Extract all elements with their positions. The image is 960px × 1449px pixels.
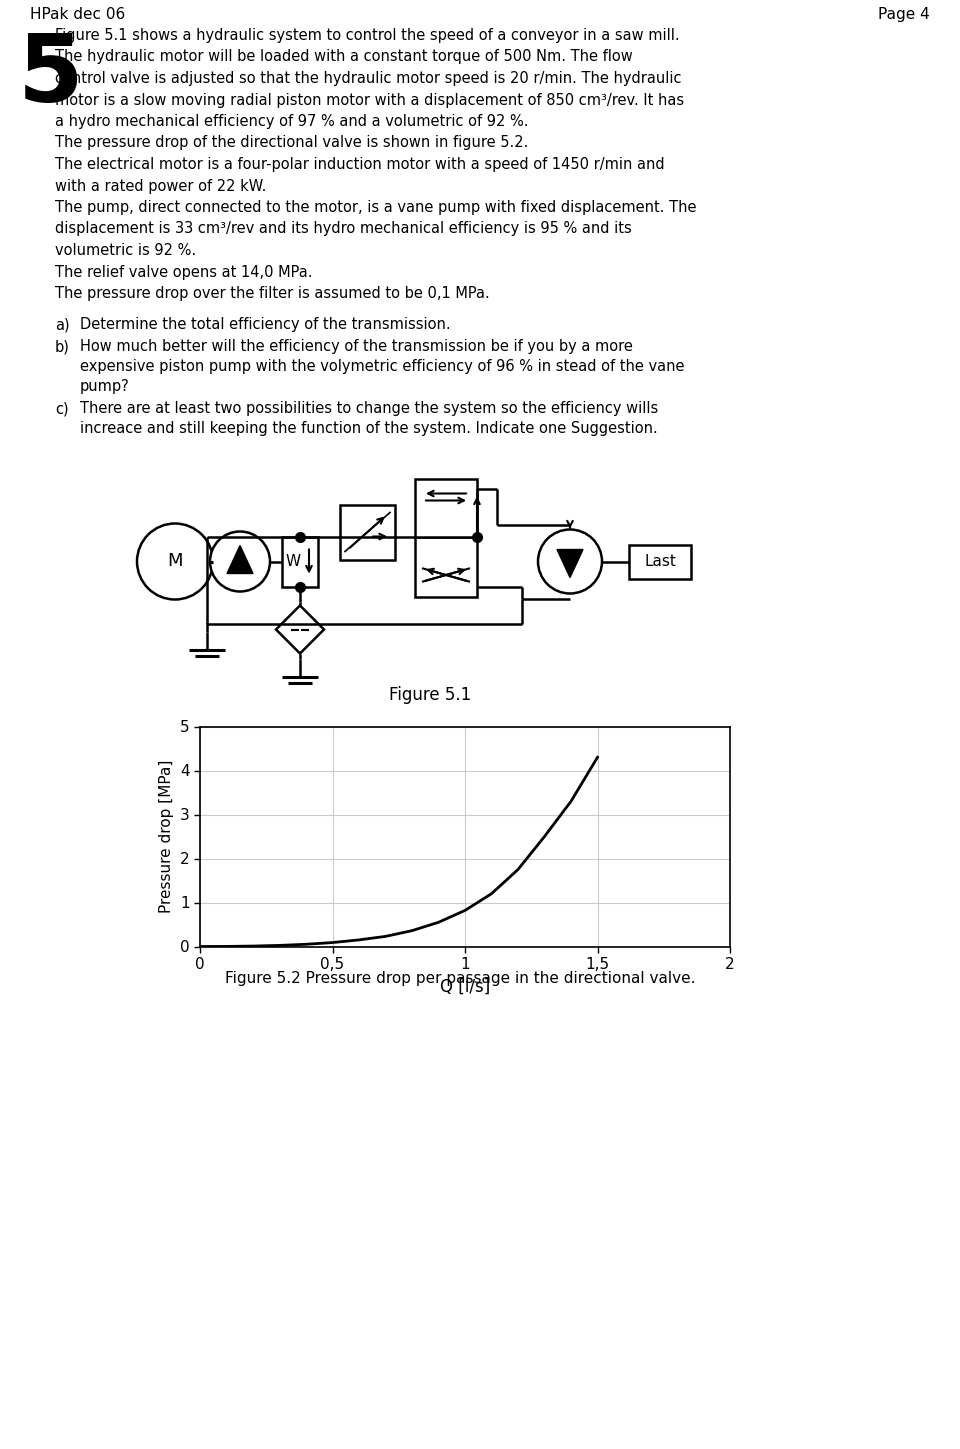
Text: motor is a slow moving radial piston motor with a displacement of 850 cm³/rev. I: motor is a slow moving radial piston mot… xyxy=(55,93,684,107)
Text: displacement is 33 cm³/rev and its hydro mechanical efficiency is 95 % and its: displacement is 33 cm³/rev and its hydro… xyxy=(55,222,632,236)
Text: Page 4: Page 4 xyxy=(878,7,930,22)
Text: Figure 5.2 Pressure drop per passage in the directional valve.: Figure 5.2 Pressure drop per passage in … xyxy=(225,971,695,987)
Y-axis label: Pressure drop [MPa]: Pressure drop [MPa] xyxy=(159,759,175,913)
Text: The electrical motor is a four-polar induction motor with a speed of 1450 r/min : The electrical motor is a four-polar ind… xyxy=(55,156,664,172)
Polygon shape xyxy=(276,606,324,653)
Polygon shape xyxy=(227,545,253,574)
Text: W: W xyxy=(286,554,301,569)
Text: Determine the total efficiency of the transmission.: Determine the total efficiency of the tr… xyxy=(80,317,450,332)
Text: M: M xyxy=(167,552,182,571)
Text: expensive piston pump with the volymetric efficiency of 96 % in stead of the van: expensive piston pump with the volymetri… xyxy=(80,359,684,374)
Text: a hydro mechanical efficiency of 97 % and a volumetric of 92 %.: a hydro mechanical efficiency of 97 % an… xyxy=(55,114,529,129)
Circle shape xyxy=(137,523,213,600)
Text: The relief valve opens at 14,0 MPa.: The relief valve opens at 14,0 MPa. xyxy=(55,265,313,280)
Text: 5: 5 xyxy=(18,30,84,122)
Text: How much better will the efficiency of the transmission be if you by a more: How much better will the efficiency of t… xyxy=(80,339,633,355)
Text: Figure 5.1 shows a hydraulic system to control the speed of a conveyor in a saw : Figure 5.1 shows a hydraulic system to c… xyxy=(55,28,680,43)
Text: There are at least two possibilities to change the system so the efficiency will: There are at least two possibilities to … xyxy=(80,401,659,416)
Text: The pump, direct connected to the motor, is a vane pump with fixed displacement.: The pump, direct connected to the motor,… xyxy=(55,200,697,214)
Text: The pressure drop over the filter is assumed to be 0,1 MPa.: The pressure drop over the filter is ass… xyxy=(55,285,490,301)
Bar xyxy=(282,536,318,587)
Bar xyxy=(340,504,395,559)
Circle shape xyxy=(538,529,602,594)
Bar xyxy=(415,478,477,597)
Text: Last: Last xyxy=(644,554,676,569)
Text: pump?: pump? xyxy=(80,380,130,394)
Text: increace and still keeping the function of the system. Indicate one Suggestion.: increace and still keeping the function … xyxy=(80,422,658,436)
Text: HPak dec 06: HPak dec 06 xyxy=(30,7,125,22)
Text: The pressure drop of the directional valve is shown in figure 5.2.: The pressure drop of the directional val… xyxy=(55,136,528,151)
X-axis label: Q [l/s]: Q [l/s] xyxy=(440,978,491,995)
Text: volumetric is 92 %.: volumetric is 92 %. xyxy=(55,243,196,258)
Text: The hydraulic motor will be loaded with a constant torque of 500 Nm. The flow: The hydraulic motor will be loaded with … xyxy=(55,49,633,65)
Text: with a rated power of 22 kW.: with a rated power of 22 kW. xyxy=(55,178,266,194)
Text: b): b) xyxy=(55,339,70,355)
Circle shape xyxy=(210,532,270,591)
Text: Figure 5.1: Figure 5.1 xyxy=(389,687,471,704)
Text: a): a) xyxy=(55,317,70,332)
Polygon shape xyxy=(557,549,583,578)
Text: control valve is adjusted so that the hydraulic motor speed is 20 r/min. The hyd: control valve is adjusted so that the hy… xyxy=(55,71,682,85)
Bar xyxy=(629,545,691,578)
Text: c): c) xyxy=(55,401,68,416)
